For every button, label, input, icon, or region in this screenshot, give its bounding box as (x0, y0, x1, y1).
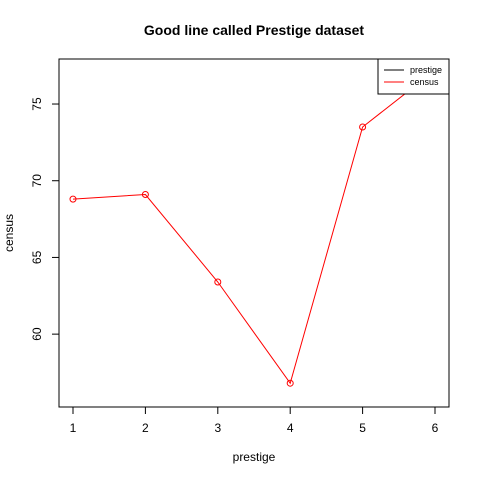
y-tick-label: 60 (30, 327, 44, 341)
data-point (214, 278, 222, 286)
data-point (359, 123, 367, 131)
y-tick-label: 70 (30, 174, 44, 188)
y-tick-label: 75 (30, 97, 44, 111)
data-point (69, 195, 77, 203)
series-line-census (72, 69, 436, 385)
x-tick-label: 1 (70, 421, 77, 435)
x-tick-label: 6 (432, 421, 439, 435)
data-point (286, 379, 294, 387)
legend-label: prestige (410, 65, 442, 75)
series-layer (69, 66, 439, 387)
y-axis: 60 65 70 75 (30, 97, 60, 341)
y-axis-title: census (2, 214, 16, 252)
x-tick-label: 4 (287, 421, 294, 435)
legend: prestige census (377, 58, 450, 95)
x-tick-label: 5 (359, 421, 366, 435)
data-point (141, 191, 149, 198)
chart-title: Good line called Prestige dataset (144, 22, 365, 38)
x-tick-label: 3 (214, 421, 221, 435)
x-tick-label: 2 (142, 421, 149, 435)
x-axis: 1 2 3 4 5 6 (70, 406, 439, 435)
plot-frame (58, 58, 450, 408)
legend-label: census (410, 77, 439, 87)
legend-box (377, 58, 450, 95)
y-tick-label: 65 (30, 250, 44, 264)
x-axis-title: prestige (233, 450, 276, 464)
